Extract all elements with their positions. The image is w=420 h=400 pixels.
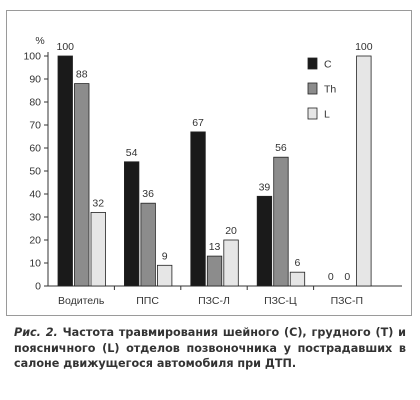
bar-l-4 xyxy=(356,55,372,287)
bar-c-0 xyxy=(57,55,73,287)
bar-c-3 xyxy=(256,195,273,287)
x-tick-label: ПЗС-П xyxy=(331,295,363,307)
data-label: 0 xyxy=(328,271,334,283)
figure-caption: Рис. 2. Частота травмирования шейного (C… xyxy=(14,325,406,372)
data-label: 0 xyxy=(344,271,350,283)
y-tick-label: 60 xyxy=(29,143,41,155)
data-label: 39 xyxy=(259,181,271,193)
bar-th-0 xyxy=(74,83,90,287)
y-tick-label: 50 xyxy=(29,166,41,178)
caption-text: Частота травмирования шейного (C), грудн… xyxy=(14,326,406,370)
data-label: 67 xyxy=(192,117,204,129)
bar-th-2 xyxy=(206,255,223,287)
data-label: 100 xyxy=(56,41,74,53)
data-label: 56 xyxy=(275,142,287,154)
legend-label-l: L xyxy=(324,109,330,121)
y-axis-label: % xyxy=(35,35,44,47)
bar-l-3 xyxy=(289,271,306,287)
y-tick-label: 90 xyxy=(29,74,41,86)
legend-swatch-l xyxy=(307,107,318,120)
x-tick-label: ППС xyxy=(136,295,159,307)
y-tick-label: 40 xyxy=(29,189,41,201)
y-tick-label: 80 xyxy=(29,97,41,109)
y-tick-label: 100 xyxy=(23,51,41,63)
data-label: 100 xyxy=(355,41,373,53)
bar-l-0 xyxy=(90,211,106,287)
caption-label: Рис. 2. xyxy=(14,326,58,339)
data-label: 9 xyxy=(162,250,168,262)
legend-label-c: C xyxy=(324,59,332,71)
y-tick-label: 20 xyxy=(29,235,41,247)
bar-c-1 xyxy=(124,161,140,287)
y-tick-label: 10 xyxy=(29,258,41,270)
legend-label-th: Th xyxy=(324,84,336,96)
data-label: 20 xyxy=(225,225,237,237)
data-label: 88 xyxy=(76,69,88,81)
legend-swatch-c xyxy=(307,57,318,70)
data-label: 32 xyxy=(92,197,104,209)
data-label: 13 xyxy=(209,241,221,253)
bar-l-1 xyxy=(156,264,173,287)
x-tick-label: Водитель xyxy=(58,295,105,307)
bar-l-2 xyxy=(223,239,239,287)
y-tick-label: 70 xyxy=(29,120,41,132)
y-tick-label: 0 xyxy=(35,281,41,293)
bar-c-2 xyxy=(190,131,206,287)
y-tick-label: 30 xyxy=(29,212,41,224)
data-label: 54 xyxy=(126,147,138,159)
bar-th-3 xyxy=(273,156,289,287)
bar-th-1 xyxy=(140,202,156,287)
x-tick-label: ПЗС-Л xyxy=(198,295,230,307)
data-label: 36 xyxy=(142,188,154,200)
x-tick-label: ПЗС-Ц xyxy=(264,295,297,307)
legend-swatch-th xyxy=(307,82,318,95)
data-label: 6 xyxy=(295,257,301,269)
